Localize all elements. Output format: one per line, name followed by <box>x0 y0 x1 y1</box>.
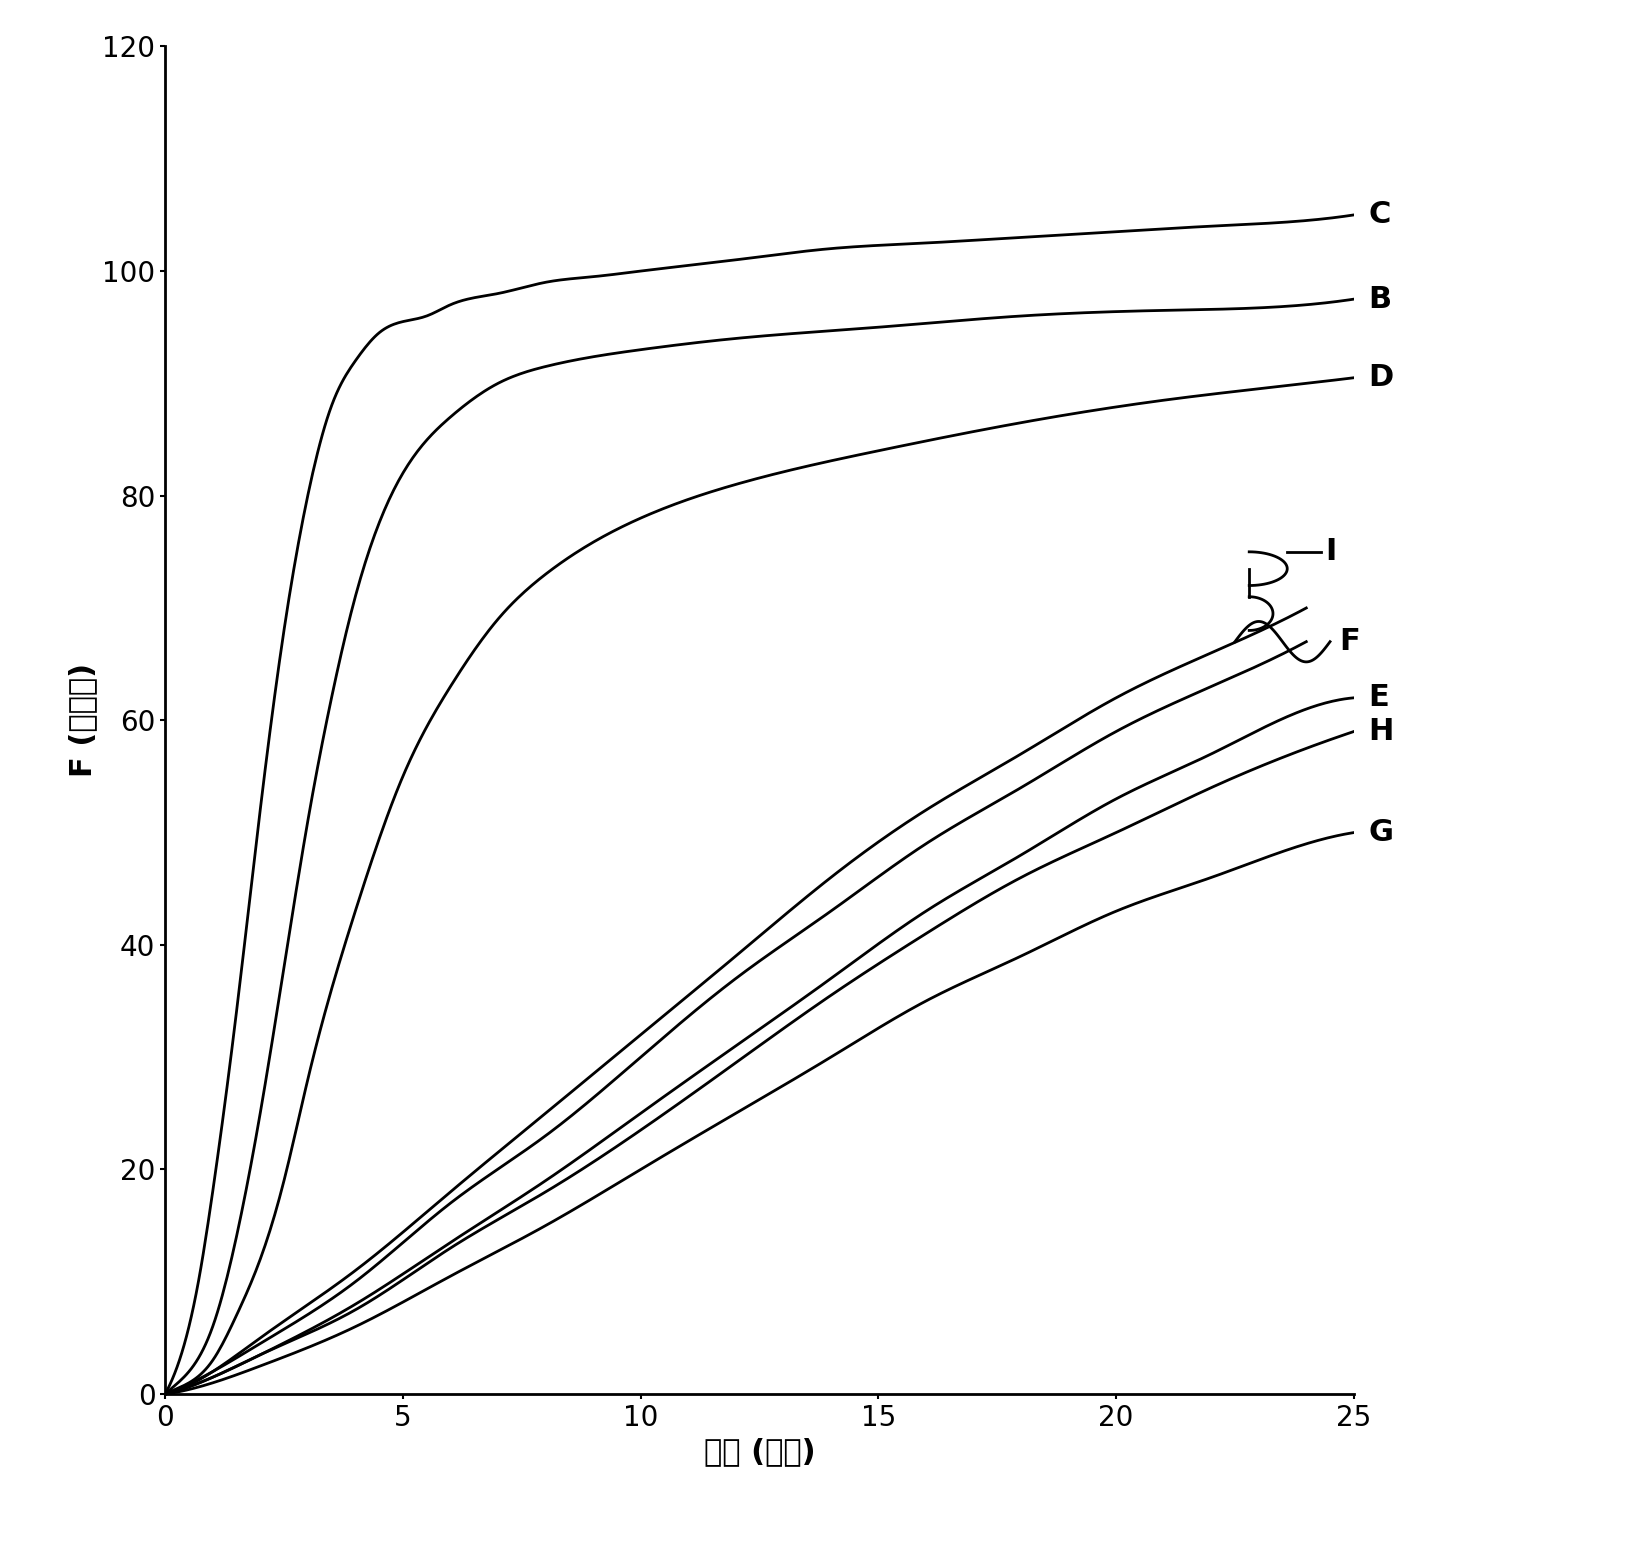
Text: D: D <box>1369 364 1393 392</box>
Text: H: H <box>1369 717 1393 747</box>
Text: I: I <box>1326 538 1337 567</box>
Text: C: C <box>1369 200 1390 229</box>
X-axis label: 时间 (小时): 时间 (小时) <box>703 1437 816 1467</box>
Text: F: F <box>1339 627 1360 657</box>
Text: G: G <box>1369 818 1393 847</box>
Y-axis label: F (百分比): F (百分比) <box>68 663 97 778</box>
Text: B: B <box>1369 285 1392 313</box>
Text: E: E <box>1369 683 1388 713</box>
